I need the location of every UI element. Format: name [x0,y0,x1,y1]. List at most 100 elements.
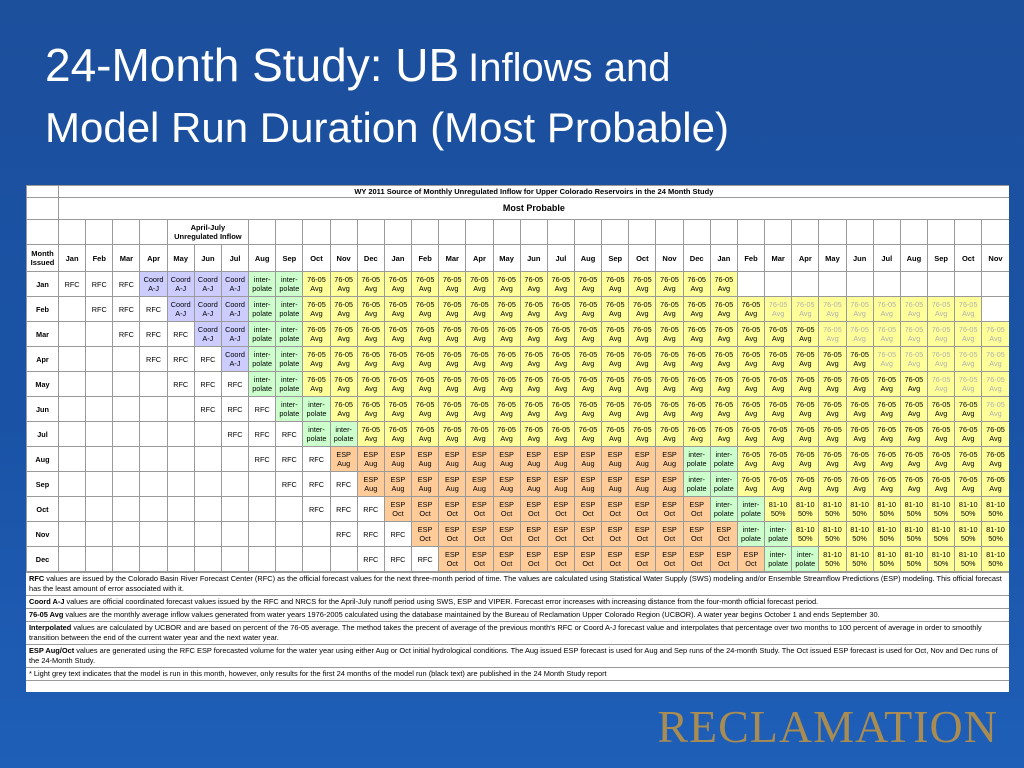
table-row: Oct RFC RFC RFC ESP Oct ESP Oct ESP Oct ESP Oct ESP O… [26,496,1009,522]
avg-cell-grey: 76-05 Avg [954,321,983,347]
avg-cell: 76-05 Avg [818,396,847,422]
empty-cell [981,271,1009,297]
row-month-issued: Apr [26,346,59,372]
avg-cell: 76-05 Avg [764,446,793,472]
esp-aug-cell: ESP Aug [438,446,467,472]
avg-cell: 76-05 Avg [845,371,874,397]
esp-oct-cell: ESP Oct [465,496,494,522]
empty-cell [220,471,250,497]
pct50-cell: 81-10 50% [899,546,929,572]
blank-cell [573,219,603,245]
rfc-cell: RFC [302,471,331,497]
empty-cell [220,446,250,472]
avg-cell: 76-05 Avg [709,296,738,322]
avg-cell: 76-05 Avg [465,421,494,447]
row-month-issued: May [26,371,59,397]
blank-cell [26,185,59,198]
avg-cell: 76-05 Avg [383,396,413,422]
legend-term: 76-05 Avg [29,610,64,619]
pct50-cell: 81-10 50% [818,496,847,522]
avg-cell: 76-05 Avg [573,321,603,347]
legend-term: ESP Aug/Oct [29,646,75,655]
pct50-cell: 81-10 50% [926,546,956,572]
avg-cell: 76-05 Avg [411,396,440,422]
rfc-cell: RFC [220,371,250,397]
avg-cell: 76-05 Avg [764,371,793,397]
column-header-month: Jan [709,244,738,272]
avg-cell-grey: 76-05 Avg [981,371,1009,397]
esp-oct-cell: ESP Oct [492,521,521,547]
avg-cell: 76-05 Avg [465,396,494,422]
empty-cell [275,546,304,572]
empty-cell [112,421,141,447]
rfc-cell: RFC [329,471,358,497]
pct50-cell: 81-10 50% [981,546,1009,572]
reclamation-logo: RECLAMATION [657,701,998,752]
column-header-month: Sep [926,244,956,272]
empty-cell [112,346,141,372]
esp-aug-cell: ESP Aug [628,446,657,472]
empty-cell [57,546,87,572]
esp-oct-cell: ESP Oct [736,546,766,572]
blank-cell [356,219,385,245]
empty-cell [139,521,168,547]
avg-cell: 76-05 Avg [818,446,847,472]
coord-aj-cell: Coord A-J [193,271,222,297]
column-header-month: Dec [356,244,385,272]
avg-cell-grey: 76-05 Avg [899,346,929,372]
pct50-cell: 81-10 50% [845,496,874,522]
table-row: Feb RFC RFC RFC Coord A-J Coord A-J Coord A-J inte… [26,296,1009,322]
slide-title: 24-Month Study: UB Inflows and Model Run… [45,36,1005,160]
esp-oct-cell: ESP Oct [438,521,467,547]
row-month-issued: Dec [26,546,59,572]
esp-oct-cell: ESP Oct [682,496,711,522]
empty-cell [85,546,114,572]
avg-cell: 76-05 Avg [411,371,440,397]
avg-cell: 76-05 Avg [573,296,603,322]
interpolate-cell: inter-polate [736,496,766,522]
legend-note: ESP Aug/Oct values are generated using t… [26,645,1009,668]
avg-cell: 76-05 Avg [628,321,657,347]
esp-aug-cell: ESP Aug [492,446,521,472]
avg-cell: 76-05 Avg [411,271,440,297]
esp-aug-cell: ESP Aug [546,471,575,497]
empty-cell [954,271,983,297]
esp-oct-cell: ESP Oct [492,546,521,572]
esp-oct-cell: ESP Oct [573,496,603,522]
blank-cell [628,219,657,245]
interpolate-cell: inter-polate [302,396,331,422]
column-header-month: Sep [275,244,304,272]
esp-oct-cell: ESP Oct [438,496,467,522]
avg-cell: 76-05 Avg [736,346,766,372]
avg-cell: 76-05 Avg [845,396,874,422]
avg-cell: 76-05 Avg [628,296,657,322]
esp-oct-cell: ESP Oct [573,546,603,572]
rfc-cell: RFC [356,521,385,547]
avg-cell: 76-05 Avg [411,321,440,347]
interpolate-cell: inter-polate [682,446,711,472]
avg-cell: 76-05 Avg [954,421,983,447]
empty-cell [85,346,114,372]
avg-cell: 76-05 Avg [926,471,956,497]
avg-cell: 76-05 Avg [709,371,738,397]
avg-cell-grey: 76-05 Avg [981,346,1009,372]
rfc-cell: RFC [275,421,304,447]
avg-cell: 76-05 Avg [682,396,711,422]
empty-cell [220,521,250,547]
empty-cell [57,521,87,547]
avg-cell: 76-05 Avg [899,471,929,497]
avg-cell: 76-05 Avg [465,296,494,322]
empty-cell [193,421,222,447]
row-month-issued: Jul [26,421,59,447]
avg-cell: 76-05 Avg [682,271,711,297]
empty-cell [166,421,195,447]
avg-cell: 76-05 Avg [709,421,738,447]
avg-cell: 76-05 Avg [872,421,901,447]
esp-oct-cell: ESP Oct [655,521,684,547]
column-header-month: Sep [601,244,630,272]
rfc-cell: RFC [85,271,114,297]
avg-cell: 76-05 Avg [628,346,657,372]
avg-cell: 76-05 Avg [709,346,738,372]
coord-aj-cell: Coord A-J [166,296,195,322]
empty-cell [57,421,87,447]
